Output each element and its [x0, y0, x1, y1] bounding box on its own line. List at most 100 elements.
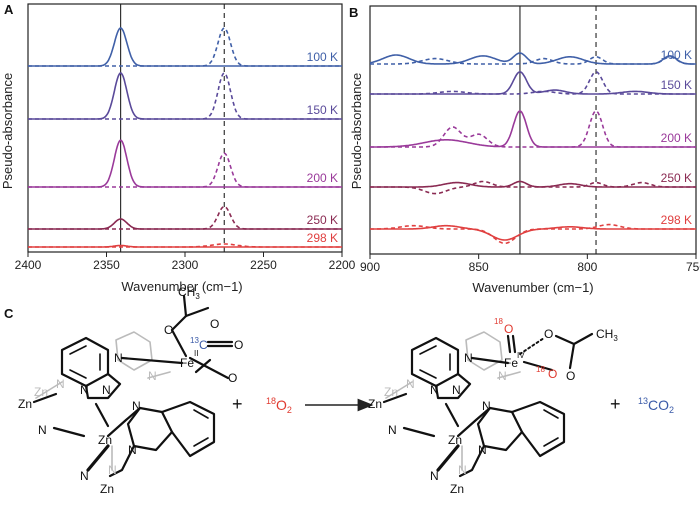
reactant-n-atom-1: N — [114, 351, 123, 365]
reactant-n-grey-1: N — [56, 377, 65, 391]
reactant-n-atom-2: N — [80, 383, 89, 397]
product-zn-atom-1: Zn — [368, 397, 382, 411]
reaction-scheme: N N N Zn N Zn N N N Zn Fe II O O CH3 13 … — [18, 285, 674, 496]
chart-b-xlabel: Wavenumber (cm−1) — [472, 280, 593, 295]
byproduct-13co2: 13CO2 — [638, 396, 674, 415]
chart-b-series-150k-dashed — [370, 71, 696, 95]
chart-b-xtick-label-3: 750 — [686, 260, 700, 274]
panel-label-a: A — [4, 2, 14, 17]
chart-b-series-200k-dashed — [370, 110, 696, 148]
product-ch3-group: CH3 — [596, 327, 618, 343]
product-o-atom-acetate-2: O — [566, 369, 575, 383]
reactant-n-atom-4: N — [38, 423, 47, 437]
chart-a-xlabel: Wavenumber (cm−1) — [121, 279, 242, 294]
chart-a: Pseudo-absorbance Wavenumber (cm−1) 2400… — [0, 3, 356, 294]
chart-b-series-label-100k: 100 K — [661, 48, 692, 62]
product-o-atom-2: O — [548, 367, 557, 381]
chart-a-series-250k-dashed — [28, 205, 342, 230]
chart-b-series-label-150k: 150 K — [661, 78, 692, 92]
product-n-atom-3: N — [452, 383, 461, 397]
chart-b-xtick-label-1: 850 — [469, 260, 489, 274]
chart-b-series-298k-solid — [370, 224, 696, 241]
chart-a-series-100k-dashed — [28, 27, 342, 67]
reagent-18o2: 18O2 — [266, 396, 292, 415]
reactant-zn-center: Zn — [98, 433, 112, 447]
chart-b-series-250k-solid — [370, 180, 696, 188]
chart-b-series-100k-solid — [369, 52, 696, 65]
chart-b-series-label-200k: 200 K — [661, 131, 692, 145]
product-o-atom-acetate-1: O — [544, 327, 553, 341]
chart-b-frame — [369, 5, 697, 255]
reactant-n-atom-3: N — [102, 383, 111, 397]
chart-a-xtick-label-3: 2250 — [250, 258, 277, 272]
chart-a-series-200k-solid — [28, 139, 342, 188]
product-complex — [382, 331, 594, 478]
chart-a-xtick-label-2: 2300 — [172, 258, 199, 272]
chart-b: Pseudo-absorbance Wavenumber (cm−1) 900 8… — [349, 5, 700, 295]
reactant-o-atom-2: O — [210, 317, 219, 331]
product-n-grey-1: N — [406, 377, 415, 391]
chart-b-series-150k-solid — [370, 71, 696, 95]
plus-sign-2: + — [610, 394, 621, 414]
reactant-o-atom-3: O — [234, 338, 243, 352]
product-n-atom-2: N — [430, 383, 439, 397]
product-fe-oxidation: IV — [517, 351, 525, 360]
reactant-complex — [32, 294, 234, 478]
chart-a-xtick-label-1: 2350 — [93, 258, 120, 272]
reactant-zn-grey: Zn — [34, 385, 48, 399]
product-zn-grey: Zn — [384, 385, 398, 399]
reactant-n-atom-7: N — [80, 469, 89, 483]
chart-b-series-298k-dashed — [370, 223, 696, 245]
chart-a-frame — [27, 3, 343, 253]
chart-a-series-label-150k: 150 K — [307, 103, 338, 117]
chart-a-series-label-298k: 298 K — [307, 231, 338, 245]
chart-a-series-label-200k: 200 K — [307, 171, 338, 185]
product-n-grey-3: N — [458, 463, 467, 477]
chart-a-series-150k-solid — [28, 72, 342, 120]
chart-a-ylabel: Pseudo-absorbance — [0, 73, 15, 189]
reactant-o-atom-1: O — [164, 323, 173, 337]
product-18o-mass-1: 18 — [494, 317, 503, 326]
reactant-ch3-group: CH3 — [178, 285, 200, 301]
reactant-n-atom-6: N — [128, 443, 137, 457]
reactant-fe-oxidation: II — [194, 349, 198, 358]
reactant-n-grey-2: N — [148, 369, 157, 383]
product-n-atom-5: N — [482, 399, 491, 413]
product-n-atom-1: N — [464, 351, 473, 365]
product-n-atom-4: N — [388, 423, 397, 437]
reactant-13c-mass: 13 — [190, 336, 199, 345]
chart-b-xtick-label-2: 800 — [577, 260, 597, 274]
chart-a-series-100k-solid — [28, 27, 342, 67]
reactant-fe-atom: Fe — [180, 356, 194, 370]
chart-a-series-label-250k: 250 K — [307, 213, 338, 227]
reactant-13c-atom: C — [199, 338, 208, 352]
reactant-n-atom-5: N — [132, 399, 141, 413]
product-zn-center: Zn — [448, 433, 462, 447]
product-o-atom-oxo: O — [504, 322, 513, 336]
reactant-zn-atom-2: Zn — [100, 482, 114, 496]
chart-a-xtick-label-4: 2200 — [329, 258, 356, 272]
plus-sign-1: + — [232, 394, 243, 414]
chart-b-series-200k-solid — [370, 110, 696, 148]
chart-a-xtick-label-0: 2400 — [15, 258, 42, 272]
reactant-n-grey-3: N — [108, 463, 117, 477]
chart-b-ylabel: Pseudo-absorbance — [349, 73, 364, 189]
panel-label-b: B — [349, 5, 358, 20]
chart-b-xtick-label-0: 900 — [360, 260, 380, 274]
product-n-grey-2: N — [498, 369, 507, 383]
chart-a-series-250k-solid — [28, 218, 342, 230]
chart-b-series-label-250k: 250 K — [661, 171, 692, 185]
product-n-atom-7: N — [430, 469, 439, 483]
chart-a-series-label-100k: 100 K — [307, 50, 338, 64]
product-18o-mass-2: 18 — [536, 365, 545, 374]
reactant-zn-atom-1: Zn — [18, 397, 32, 411]
product-fe-atom: Fe — [504, 356, 518, 370]
chart-a-series-200k-dashed — [28, 152, 342, 188]
panel-label-c: C — [4, 306, 14, 321]
chart-b-series-100k-dashed — [370, 55, 696, 65]
chart-a-series-298k-dashed — [28, 243, 342, 248]
reactant-o-atom-4: O — [228, 371, 237, 385]
product-zn-atom-2: Zn — [450, 482, 464, 496]
product-n-atom-6: N — [478, 443, 487, 457]
